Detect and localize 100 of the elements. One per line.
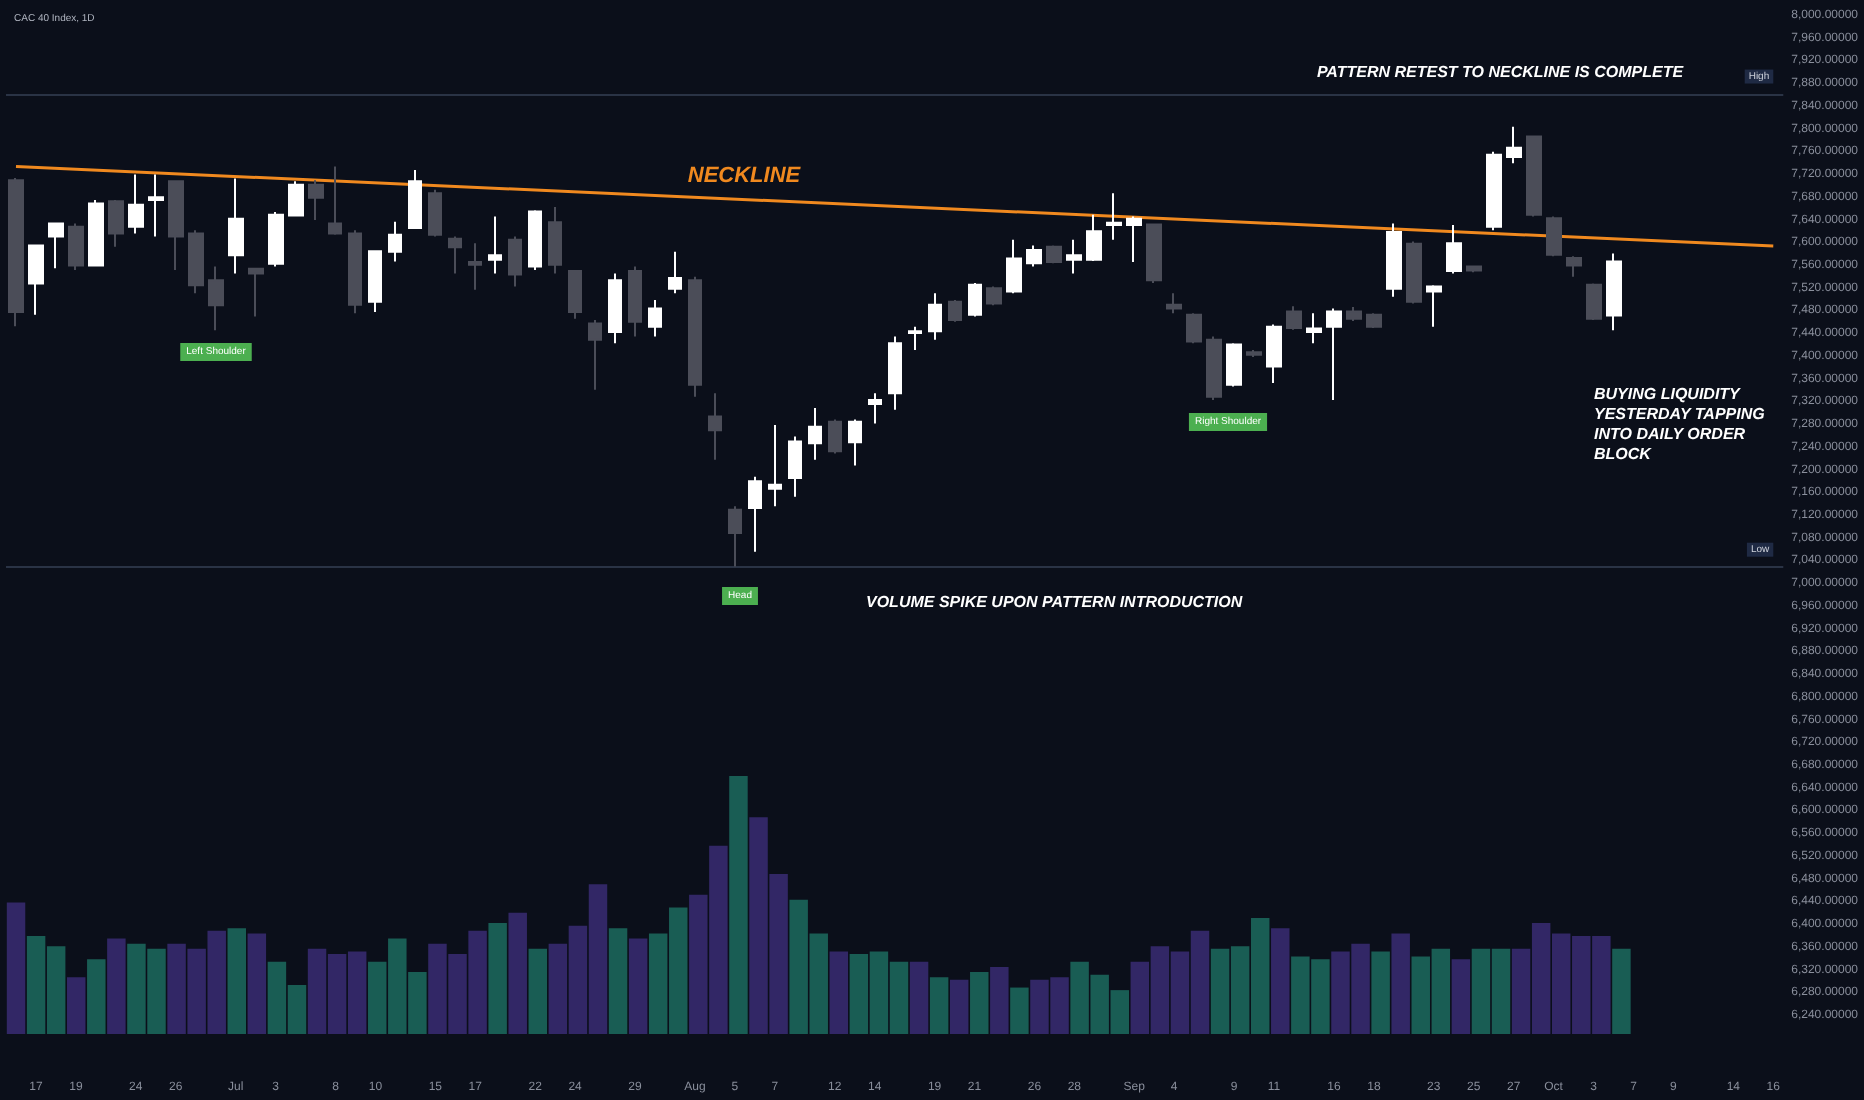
bar — [628, 938, 648, 1034]
candlestick — [728, 505, 742, 568]
annotation: PATTERN RETEST TO NECKLINE IS COMPLETE — [1316, 63, 1685, 81]
candlestick — [288, 180, 304, 217]
candlestick — [228, 177, 244, 275]
candlestick — [1286, 305, 1302, 331]
bar — [1612, 948, 1631, 1034]
candlestick — [1146, 222, 1162, 285]
candlestick — [148, 173, 164, 238]
candlestick — [168, 180, 184, 271]
bar — [528, 948, 548, 1034]
candlestick — [628, 265, 642, 338]
candlestick — [348, 229, 362, 315]
annotation: VOLUME SPIKE UPON PATTERN INTRODUCTION — [866, 593, 1243, 611]
bar — [1371, 951, 1390, 1034]
candlestick — [388, 220, 402, 263]
candlestick — [68, 222, 84, 271]
candlestick — [8, 176, 24, 328]
candlestick — [748, 475, 762, 553]
candlestick — [268, 211, 284, 268]
candlestick — [48, 222, 64, 270]
candlestick — [688, 275, 702, 398]
bar — [608, 928, 628, 1034]
bar — [829, 951, 849, 1034]
bar — [67, 977, 86, 1034]
bar — [247, 933, 267, 1034]
candlestick — [428, 188, 442, 238]
bar — [87, 959, 106, 1034]
candlestick — [808, 407, 822, 461]
candlestick — [1266, 323, 1282, 385]
candlestick — [528, 209, 542, 271]
bar — [929, 977, 949, 1034]
candlestick — [1386, 222, 1402, 298]
candlestick — [668, 250, 682, 295]
candlestick — [1426, 284, 1442, 328]
candlestick — [648, 299, 662, 338]
annotation: BUYING LIQUIDITY YESTERDAY TAPPING INTO DAILY ORDER BLOCK — [1594, 385, 1770, 463]
bar — [729, 776, 748, 1034]
bar — [1271, 928, 1290, 1034]
bar — [990, 966, 1009, 1034]
candlestick — [1086, 213, 1102, 262]
candlestick — [986, 285, 1002, 307]
candlestick — [768, 424, 782, 508]
candlestick — [1366, 312, 1382, 329]
candlestick — [1466, 264, 1482, 274]
candlestick — [1306, 312, 1322, 345]
annotation: NECKLINE — [687, 164, 802, 188]
bar — [227, 928, 247, 1034]
candlestick — [188, 229, 204, 295]
candlestick — [868, 392, 882, 425]
candlestick — [1406, 240, 1422, 305]
candlestick — [328, 165, 342, 236]
candlestick — [1606, 252, 1622, 332]
candlestick — [108, 199, 124, 248]
bar — [949, 979, 969, 1034]
candlestick — [908, 325, 922, 352]
bar — [6, 902, 26, 1034]
candlestick — [948, 299, 962, 323]
bar — [1010, 987, 1029, 1034]
candlestick — [208, 265, 224, 332]
candlestick — [1346, 305, 1362, 323]
candlestick — [248, 267, 264, 318]
candlestick — [468, 242, 482, 291]
candlestick — [1106, 192, 1122, 241]
candlestick — [448, 235, 462, 275]
candlestick — [88, 199, 104, 267]
bar — [970, 972, 989, 1034]
candlestick — [608, 272, 622, 345]
candlestick — [1026, 244, 1042, 268]
candlestick — [368, 250, 382, 314]
candlestick — [848, 418, 862, 467]
candlestick — [308, 179, 324, 221]
candlestick — [1526, 135, 1542, 218]
candlestick — [588, 318, 602, 391]
candlestick — [1486, 150, 1502, 232]
candlestick — [28, 244, 44, 316]
candlestick — [1006, 238, 1022, 295]
candlestick — [548, 205, 562, 275]
candlestick — [1126, 215, 1142, 264]
candlestick — [888, 335, 902, 411]
candlestick — [1066, 238, 1082, 275]
bar — [488, 923, 507, 1034]
candlestick — [928, 292, 942, 341]
candlestick — [568, 268, 582, 320]
bar — [1391, 933, 1410, 1034]
candlestick — [1226, 342, 1242, 388]
candlestick — [1246, 349, 1262, 358]
candlestick — [128, 173, 144, 235]
bar — [508, 912, 527, 1034]
candlestick — [788, 435, 802, 498]
candlestick — [508, 235, 522, 288]
candlestick — [488, 215, 502, 275]
candlestick — [968, 282, 982, 318]
bar — [107, 938, 126, 1034]
candlestick — [1166, 292, 1182, 315]
candlestick — [708, 392, 722, 461]
bar — [1451, 959, 1471, 1034]
candlestick — [1566, 255, 1582, 278]
candlestick — [1186, 312, 1202, 345]
candlestick — [1506, 125, 1522, 165]
